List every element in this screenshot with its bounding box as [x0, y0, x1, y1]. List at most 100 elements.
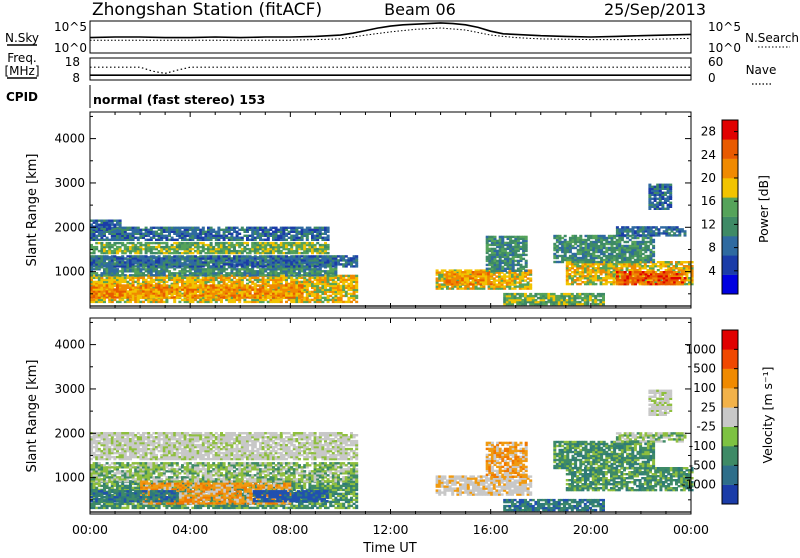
power-cell [168, 270, 171, 272]
power-cell [121, 242, 124, 244]
power-cell [340, 275, 343, 277]
power-cell [93, 281, 96, 283]
power-cell [168, 239, 171, 241]
power-cell [269, 255, 272, 257]
power-cell [329, 295, 332, 297]
power-cell [516, 297, 519, 299]
power-cell [93, 275, 96, 277]
power-cell [504, 268, 507, 270]
power-cell [306, 279, 309, 281]
power-cells [90, 184, 694, 306]
power-cell [126, 265, 129, 267]
power-cell [173, 284, 176, 286]
power-cell [150, 227, 153, 229]
power-cell [254, 270, 257, 272]
power-cell [288, 242, 291, 244]
power-cell [345, 291, 348, 293]
power-cell [340, 263, 343, 265]
power-cell [171, 252, 174, 254]
power-cell [579, 301, 582, 303]
power-cell [324, 237, 327, 239]
power-cell [332, 268, 335, 270]
power-cell [212, 263, 215, 265]
power-cell [334, 255, 337, 257]
power-cell [163, 242, 166, 244]
power-cell [106, 255, 109, 257]
power-cell [111, 286, 114, 288]
power-cell [303, 229, 306, 231]
power-cell [165, 227, 168, 229]
power-cell [233, 244, 236, 246]
power-cell [311, 255, 314, 257]
power-cell [469, 271, 472, 273]
power-cell [95, 220, 98, 222]
power-cell [568, 283, 571, 285]
power-cell [238, 237, 241, 239]
power-cell [184, 292, 187, 294]
power-cell [584, 293, 587, 295]
power-cell [204, 255, 207, 257]
power-cell [113, 220, 116, 222]
power-cell [514, 293, 517, 295]
power-cell [113, 288, 116, 290]
power-cell [139, 268, 142, 270]
power-cell [207, 244, 210, 246]
power-cell [269, 233, 272, 235]
power-cell [197, 227, 200, 229]
power-cell [319, 287, 322, 289]
power-cell [337, 283, 340, 285]
power-cell [129, 284, 132, 286]
power-cell [132, 227, 135, 229]
power-cell [126, 246, 129, 248]
power-cell [264, 265, 267, 267]
power-cell [210, 265, 213, 267]
power-cell [93, 286, 96, 288]
power-cell [319, 227, 322, 229]
power-cell [137, 284, 140, 286]
power-cell [277, 284, 280, 286]
power-cell [108, 257, 111, 259]
power-cell [137, 255, 140, 257]
power-cell [264, 255, 267, 257]
power-cell [298, 284, 301, 286]
power-cell [176, 272, 179, 274]
power-cell [184, 257, 187, 259]
power-cell [327, 255, 330, 257]
power-cell [155, 284, 158, 286]
power-cell [95, 246, 98, 248]
power-cell [246, 235, 249, 237]
power-cell [514, 270, 517, 272]
frequency-panel: Freq. [MHz] 18 8 Nave 60 0 [4, 51, 776, 85]
power-cell [124, 261, 127, 263]
power-cell [132, 290, 135, 292]
power-cell [108, 239, 111, 241]
power-cell [285, 252, 288, 254]
power-cell [158, 242, 161, 244]
power-cell [202, 227, 205, 229]
power-cell [223, 274, 226, 276]
power-cell [220, 242, 223, 244]
power-cell [342, 255, 345, 257]
power-cell [165, 275, 168, 277]
power-cell [142, 284, 145, 286]
power-cell [589, 269, 592, 271]
power-cell [524, 293, 527, 295]
power-cell [282, 275, 285, 277]
power-cell [501, 236, 504, 238]
power-cell [181, 252, 184, 254]
power-cell [103, 255, 106, 257]
power-cell [272, 290, 275, 292]
power-cell [197, 294, 200, 296]
power-cell [347, 297, 350, 299]
power-cell [124, 274, 127, 276]
power-cell [246, 279, 249, 281]
power-cell [337, 255, 340, 257]
power-cell [189, 284, 192, 286]
power-cell [249, 227, 252, 229]
power-cell [119, 270, 122, 272]
power-cell [100, 272, 103, 274]
power-cell [126, 227, 129, 229]
power-cell [228, 299, 231, 301]
power-cell [314, 277, 317, 279]
power-cell [249, 248, 252, 250]
